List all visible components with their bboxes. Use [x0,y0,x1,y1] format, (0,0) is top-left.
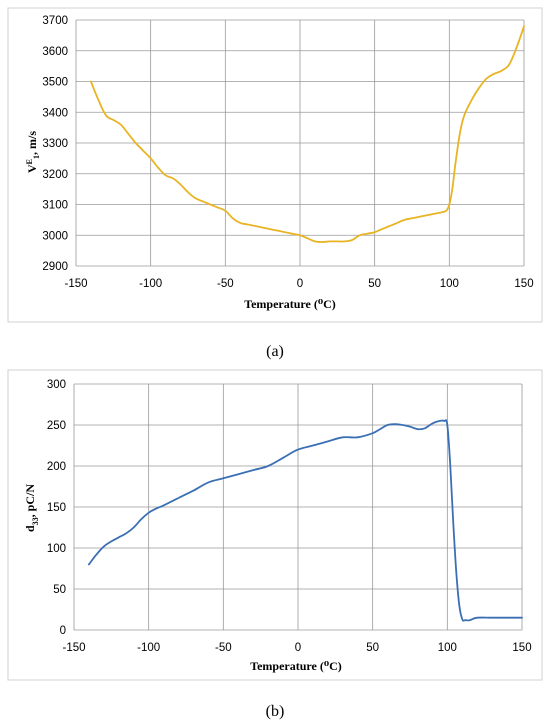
chart-a-caption: (a) [266,343,284,360]
chart-b-y-tick-label: 250 [47,420,66,432]
chart-a-gridlines [75,19,525,267]
chart-b-x-tick-label: 100 [438,642,457,654]
chart-b-y-tick-label: 100 [47,543,66,555]
chart-a-y-tick-label: 3500 [42,77,68,89]
chart-a-x-tick-label: 150 [514,278,533,290]
chart-a-series-line [90,25,525,243]
chart-a-x-tick-label: -100 [139,278,162,290]
chart-a-x-tick-label: 50 [368,278,381,290]
chart-b-x-tick-label: -100 [137,642,160,654]
chart-a-y-tick-label: 3400 [42,107,68,119]
chart-a-y-tick-labels: 2900 3000 3100 3200 3300 3400 3500 3600 3700 [42,15,68,273]
chart-b-x-tick-label: 0 [295,642,301,654]
chart-a-x-axis-title: Temperature (⁰C) [244,297,336,311]
chart-a-y-tick-label: 3100 [42,200,68,212]
chart-b-y-tick-label: 300 [47,379,66,391]
chart-b-x-tick-label: 150 [512,642,531,654]
chart-b-series-line [88,419,523,622]
chart-a-x-tick-label: 100 [440,278,459,290]
chart-a: 2900 3000 3100 3200 3300 3400 3500 3600 3700 -15… [7,7,543,323]
chart-a-x-tick-label: -150 [64,278,87,290]
chart-b-y-axis-title: d33, pC/N [23,484,40,532]
chart-b-caption: (b) [266,703,285,720]
chart-b-y-tick-labels: 0 50 100 150 200 250 300 [47,379,66,637]
chart-b-frame [7,369,543,681]
chart-a-y-tick-label: 2900 [42,261,68,273]
chart-b-gridlines [73,383,523,631]
chart-a-frame [7,7,543,323]
chart-b-x-tick-labels: -150 -100 -50 0 50 100 150 [62,642,531,654]
chart-b-y-tick-label: 200 [47,461,66,473]
chart-a-y-tick-label: 3200 [42,169,68,181]
chart-a-y-tick-label: 3000 [42,230,68,242]
chart-b-x-axis-title: Temperature (⁰C) [250,659,342,673]
chart-a-x-tick-label: 0 [297,278,303,290]
chart-b-x-tick-label: -150 [62,642,85,654]
chart-b-y-tick-label: 150 [47,502,66,514]
chart-b-y-tick-label: 50 [53,584,66,596]
chart-a-y-tick-label: 3700 [42,15,68,27]
chart-b-x-tick-label: -50 [215,642,232,654]
chart-a-y-tick-label: 3300 [42,138,68,150]
chart-b-x-tick-label: 50 [366,642,379,654]
chart-a-y-axis-title: VE1, m/s [25,131,41,173]
chart-a-x-tick-label: -50 [217,278,234,290]
chart-a-x-tick-labels: -150 -100 -50 0 50 100 150 [64,278,533,290]
chart-b-y-tick-label: 0 [60,625,66,637]
chart-a-y-tick-label: 3600 [42,46,68,58]
